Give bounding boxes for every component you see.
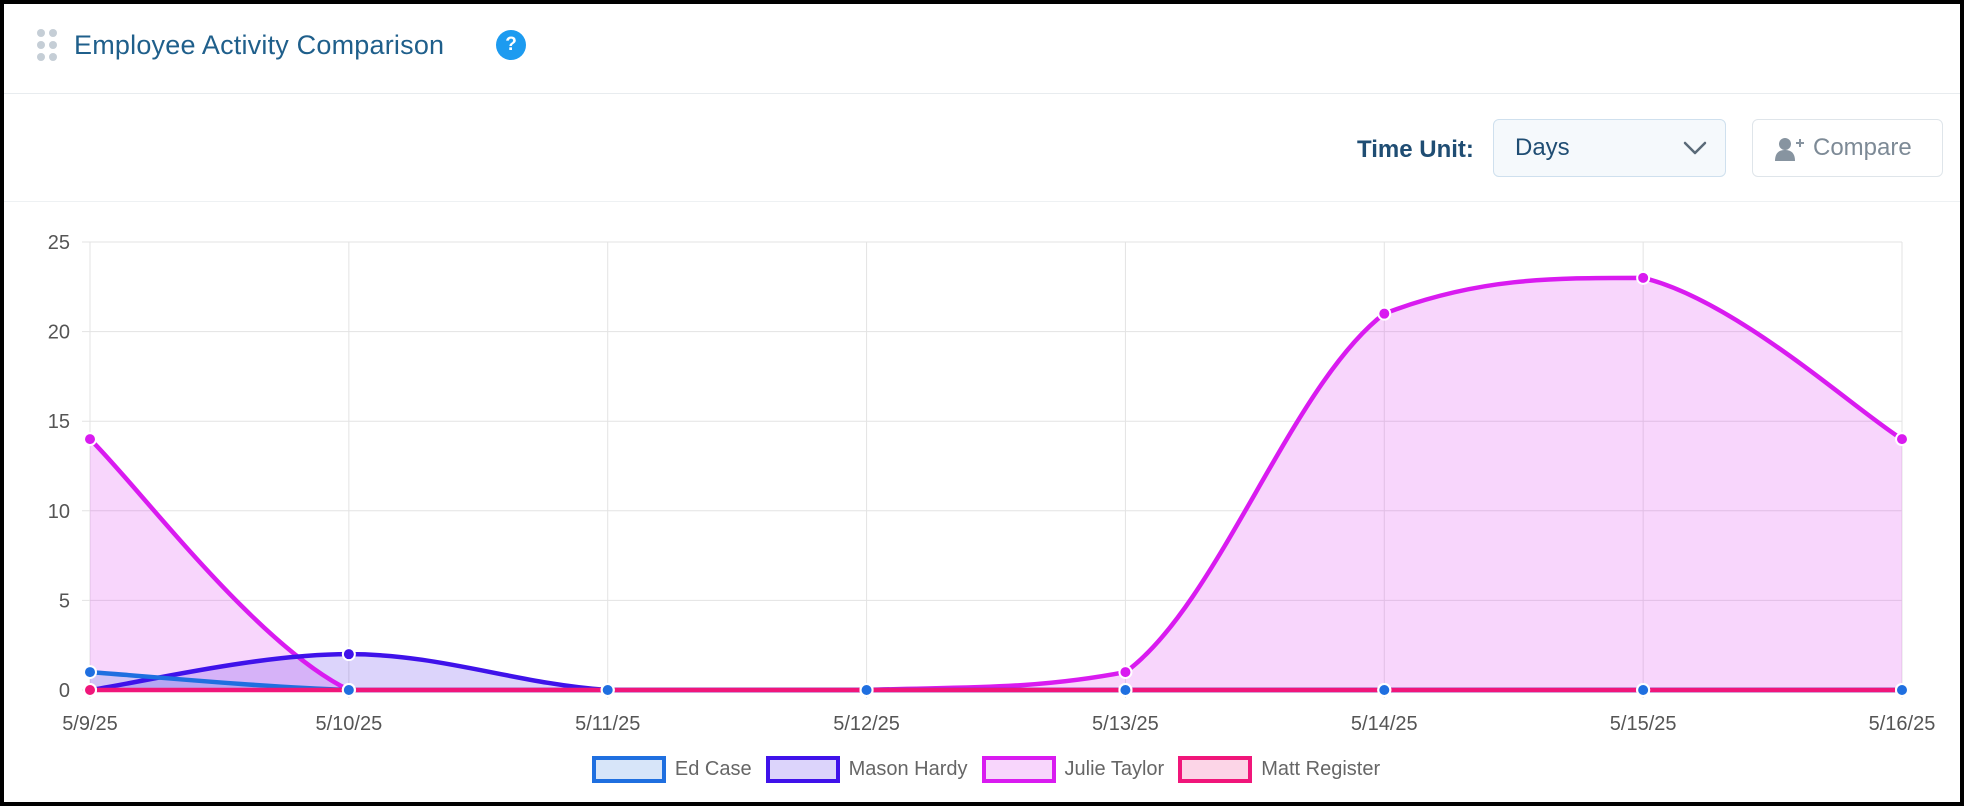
time-unit-select[interactable]: Days — [1493, 119, 1726, 177]
legend-item[interactable]: Mason Hardy — [765, 755, 968, 783]
x-tick-label: 5/12/25 — [833, 713, 900, 735]
x-tick-label: 5/14/25 — [1351, 713, 1418, 735]
data-point — [83, 683, 97, 697]
y-tick-label: 20 — [48, 322, 70, 344]
data-point — [1118, 665, 1133, 680]
data-point — [341, 683, 356, 697]
widget-title: Employee Activity Comparison — [74, 30, 445, 60]
legend-label: Julie Taylor — [1064, 757, 1165, 780]
x-tick-label: 5/9/25 — [62, 713, 118, 735]
data-point — [341, 647, 356, 662]
x-tick-label: 5/13/25 — [1092, 713, 1159, 735]
chevron-down-icon — [1683, 141, 1707, 155]
y-tick-label: 0 — [59, 680, 70, 702]
data-point — [859, 683, 874, 697]
question-circle-icon[interactable]: ? — [496, 30, 526, 60]
legend-label: Ed Case — [674, 757, 752, 780]
legend-swatch — [1178, 755, 1253, 783]
chart-series — [83, 270, 1909, 697]
activity-chart: 0 5 10 15 20 25 5/9/25 5/10/25 5/11/25 5/12/25 5/1… — [4, 203, 1960, 802]
legend-item[interactable]: Matt Register — [1178, 755, 1381, 783]
time-unit-value: Days — [1515, 134, 1570, 161]
legend-swatch — [765, 755, 840, 783]
data-point — [83, 665, 97, 680]
compare-label: Compare — [1813, 134, 1912, 161]
data-point — [1636, 270, 1651, 285]
widget-header: Employee Activity Comparison ? — [4, 4, 1960, 94]
legend-swatch — [591, 755, 666, 783]
data-point — [1377, 683, 1392, 697]
compare-button[interactable]: Compare — [1752, 119, 1943, 177]
data-point — [1118, 683, 1133, 697]
y-tick-label: 5 — [59, 590, 70, 612]
legend-label: Mason Hardy — [848, 757, 968, 780]
drag-handle-icon[interactable] — [36, 28, 58, 62]
legend-swatch — [981, 755, 1056, 783]
series-area-julie-taylor — [90, 277, 1902, 690]
user-plus-icon — [1775, 138, 1804, 161]
data-point — [1895, 683, 1909, 697]
chart-grid — [82, 241, 1903, 698]
x-tick-label: 5/11/25 — [575, 713, 640, 735]
legend-item[interactable]: Ed Case — [591, 755, 752, 783]
data-point — [1895, 432, 1909, 447]
data-point — [1636, 683, 1651, 697]
x-tick-label: 5/16/25 — [1869, 713, 1936, 735]
data-point — [83, 432, 97, 447]
chart-legend: Ed Case Mason Hardy Julie Taylor Matt Regis… — [4, 751, 1960, 787]
legend-label: Matt Register — [1261, 757, 1381, 780]
y-tick-label: 25 — [48, 232, 70, 254]
x-tick-label: 5/15/25 — [1610, 713, 1677, 735]
data-point — [600, 683, 615, 697]
legend-item[interactable]: Julie Taylor — [981, 755, 1165, 783]
chart-toolbar: Time Unit: Days Compare — [4, 95, 1960, 202]
y-tick-label: 10 — [48, 501, 70, 523]
data-point — [1377, 306, 1392, 321]
x-tick-label: 5/10/25 — [315, 713, 382, 735]
y-tick-label: 15 — [48, 411, 70, 433]
activity-chart-svg: 0 5 10 15 20 25 5/9/25 5/10/25 5/11/25 5/12/25 5/1… — [48, 232, 1936, 735]
time-unit-label: Time Unit: — [1357, 136, 1474, 163]
